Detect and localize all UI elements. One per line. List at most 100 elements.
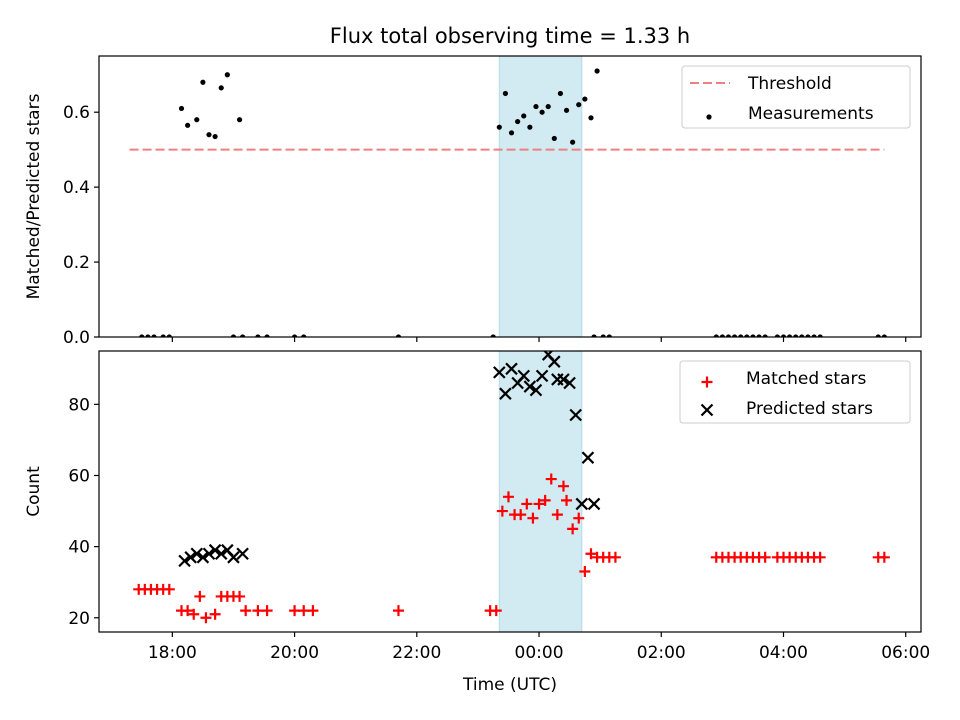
y-tick-label: 0.2: [63, 253, 90, 273]
matched-star-point: [502, 491, 514, 503]
matched-star-point: [289, 605, 301, 617]
x-tick-label: 02:00: [637, 643, 686, 663]
measurement-point: [545, 103, 551, 110]
measurement-point: [515, 118, 521, 125]
measurement-point: [570, 139, 576, 145]
matched-star-point: [573, 512, 585, 524]
measurement-point: [230, 334, 237, 337]
y-axis-label: Count: [24, 466, 44, 517]
y-tick-label: 0.4: [63, 178, 90, 198]
measurement-point: [166, 334, 172, 337]
measurement-point: [160, 334, 166, 337]
predicted-star-point: [575, 497, 589, 511]
predicted-star-point: [499, 387, 512, 400]
legend-label: Predicted stars: [746, 399, 873, 419]
y-tick-label: 80: [68, 395, 90, 415]
predicted-star-point: [184, 551, 197, 564]
matched-star-point: [539, 494, 551, 506]
plot-area: [133, 351, 890, 624]
matched-star-point: [163, 583, 175, 595]
measurement-point: [805, 334, 811, 337]
predicted-star-point: [178, 554, 191, 568]
predicted-star-point: [535, 369, 549, 383]
figure-title: Flux total observing time = 1.33 h: [330, 24, 690, 48]
x-tick-label: 22:00: [392, 643, 441, 663]
matched-star-point: [188, 608, 200, 620]
predicted-star-point: [581, 451, 595, 464]
measurement-point: [811, 334, 817, 337]
matched-star-point: [521, 498, 533, 510]
x-tick-label: 06:00: [881, 643, 930, 663]
y-tick-label: 20: [68, 609, 90, 629]
predicted-star-point: [548, 355, 561, 368]
measurement-point: [875, 334, 881, 337]
matched-star-point: [194, 590, 206, 602]
y-tick-label: 0.6: [63, 103, 90, 123]
predicted-star-point: [236, 547, 249, 561]
top-panel: 0.0 0.2 0.4 0.6 Matched/Predicted stars Thres…: [24, 55, 922, 348]
measurement-point: [236, 117, 243, 123]
measurement-point: [738, 334, 744, 337]
predicted-star-point: [517, 369, 531, 383]
predicted-star-point: [557, 373, 570, 386]
matched-star-point: [515, 509, 527, 521]
predicted-star-point: [587, 497, 601, 511]
observing-span: [498, 350, 583, 633]
measurement-point: [145, 334, 151, 337]
legend-label: Matched stars: [746, 369, 866, 389]
measurement-point: [194, 117, 200, 123]
matched-star-point: [182, 605, 194, 617]
y-tick-label: 40: [68, 538, 90, 558]
axes-frame: [98, 350, 922, 633]
predicted-star-point: [190, 547, 204, 561]
legend-predicted-swatch: [700, 403, 714, 417]
measurement-point: [606, 334, 612, 337]
matched-star-point: [878, 551, 890, 563]
matched-star-point: [759, 551, 771, 563]
measurement-point: [291, 334, 298, 337]
predicted-star-point: [505, 362, 518, 376]
matched-star-point: [307, 605, 319, 617]
measurement-point: [496, 124, 502, 130]
matched-star-point: [240, 605, 252, 617]
measurement-point: [224, 72, 230, 78]
matched-star-point: [261, 605, 273, 617]
measurement-point: [787, 334, 793, 337]
predicted-star-point: [493, 366, 506, 379]
x-tick-label: 04:00: [759, 643, 808, 663]
measurement-point: [744, 334, 750, 337]
x-axis-label: Time (UTC): [462, 675, 557, 695]
measurement-point: [780, 334, 787, 337]
matched-star-point: [557, 480, 569, 492]
measurement-point: [793, 334, 799, 337]
legend-label: Threshold: [747, 74, 832, 94]
measurement-point: [725, 334, 732, 337]
measurement-point: [719, 334, 725, 337]
measurement-point: [212, 133, 218, 140]
matched-star-point: [533, 498, 545, 510]
measurement-point: [551, 135, 557, 142]
matched-star-point: [609, 551, 621, 563]
measurement-point: [713, 334, 719, 337]
matched-star-point: [545, 473, 557, 485]
measurement-point: [139, 334, 145, 337]
measurement-point: [395, 334, 402, 337]
measurement-point: [502, 90, 509, 97]
measurement-point: [582, 96, 588, 102]
predicted-star-point: [214, 547, 228, 561]
measurement-point: [817, 334, 823, 337]
measurement-point: [563, 107, 570, 113]
measurement-point: [774, 334, 780, 337]
measurement-point: [527, 124, 533, 130]
matched-star-point: [392, 605, 404, 617]
matched-star-point: [585, 548, 597, 560]
y-tick-label: 0.0: [63, 328, 90, 348]
measurement-point: [591, 334, 597, 337]
predicted-star-point: [523, 380, 537, 393]
predicted-star-point: [227, 551, 240, 564]
matched-star-point: [561, 494, 573, 506]
measurement-point: [600, 334, 606, 337]
measurement-point: [799, 334, 805, 337]
measurement-point: [557, 90, 564, 97]
